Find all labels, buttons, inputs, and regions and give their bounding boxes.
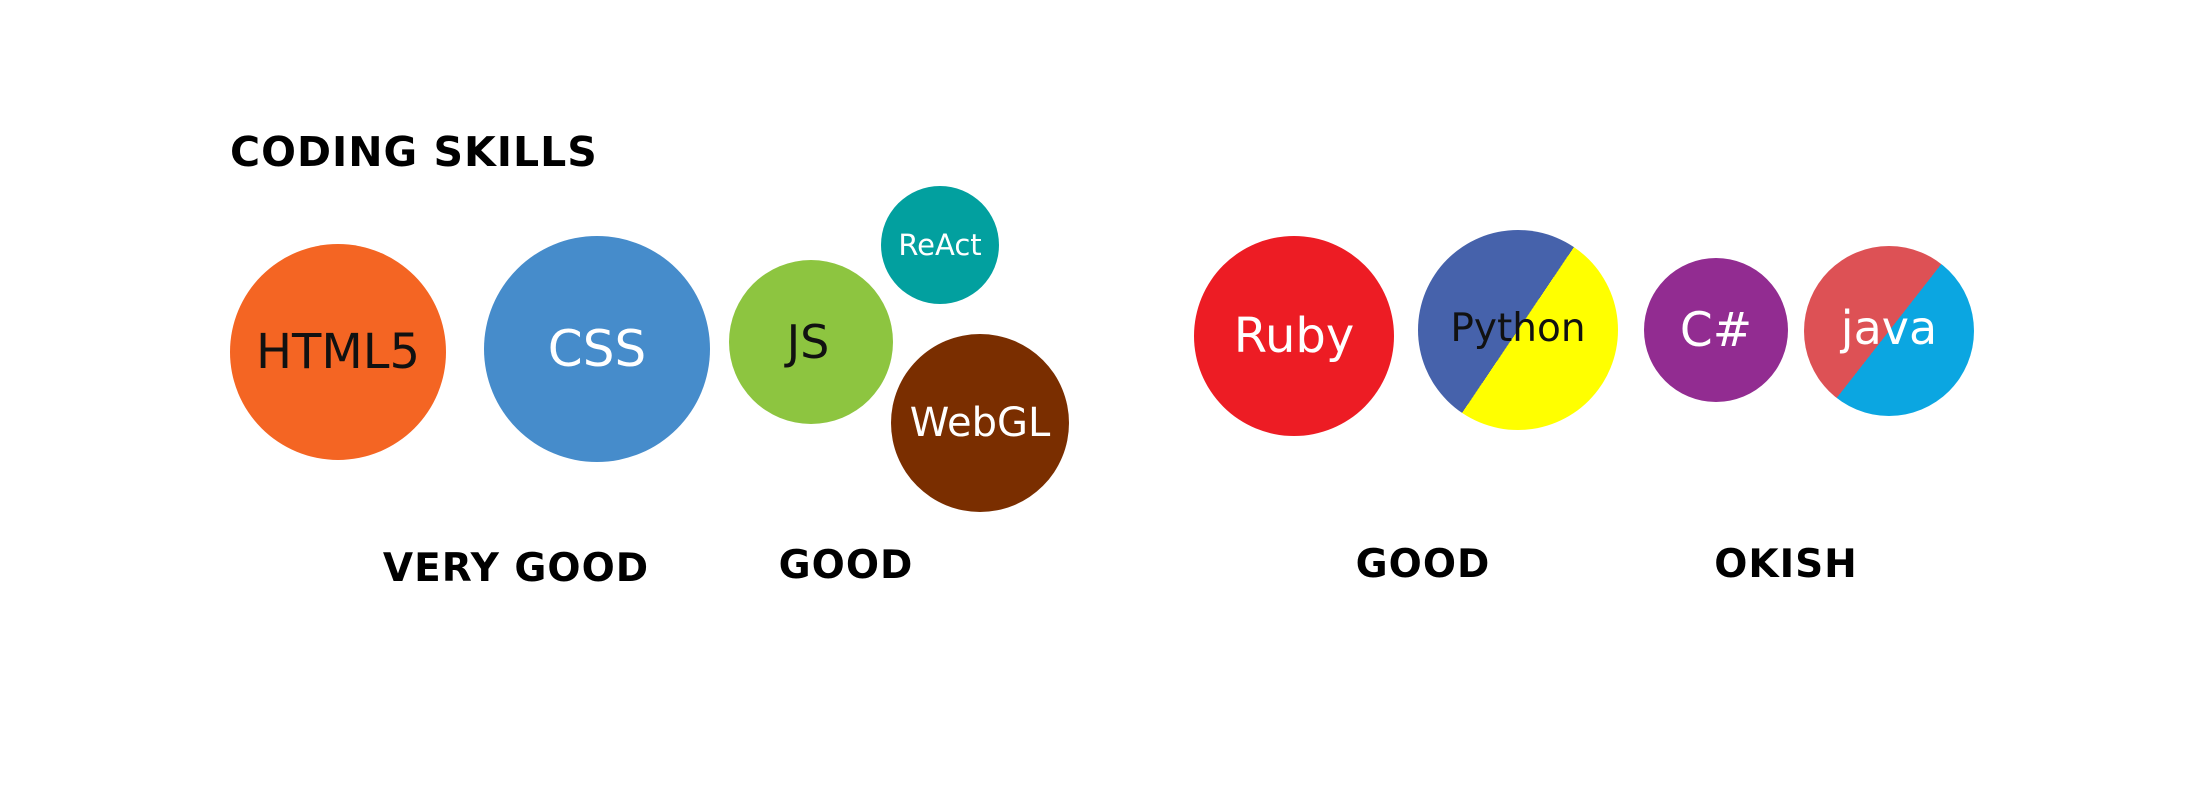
js-label: JS — [786, 315, 830, 369]
csharp-label: C# — [1679, 302, 1753, 358]
react-bubble: ReAct — [881, 186, 999, 304]
level-very-good: VERY GOOD — [382, 546, 650, 591]
css-bubble: CSS — [484, 236, 710, 462]
react-label: ReAct — [898, 227, 982, 262]
java-bubble: java — [1804, 246, 1974, 416]
ruby-label: Ruby — [1233, 308, 1355, 364]
csharp-bubble: C# — [1644, 258, 1788, 402]
java-label: java — [1840, 301, 1938, 355]
webgl-label: WebGL — [909, 400, 1051, 446]
html5-bubble: HTML5 — [230, 244, 446, 460]
level-good-frontend: GOOD — [778, 543, 914, 588]
python-label: Python — [1450, 305, 1586, 351]
ruby-bubble: Ruby — [1194, 236, 1394, 436]
python-bubble: Python — [1418, 230, 1618, 430]
level-good-backend: GOOD — [1355, 542, 1491, 587]
css-label: CSS — [547, 320, 647, 378]
js-bubble: JS — [729, 260, 893, 424]
webgl-bubble: WebGL — [891, 334, 1069, 512]
html5-label: HTML5 — [255, 324, 421, 380]
level-okish: OKISH — [1714, 542, 1858, 587]
page-title: CODING SKILLS — [230, 128, 598, 176]
